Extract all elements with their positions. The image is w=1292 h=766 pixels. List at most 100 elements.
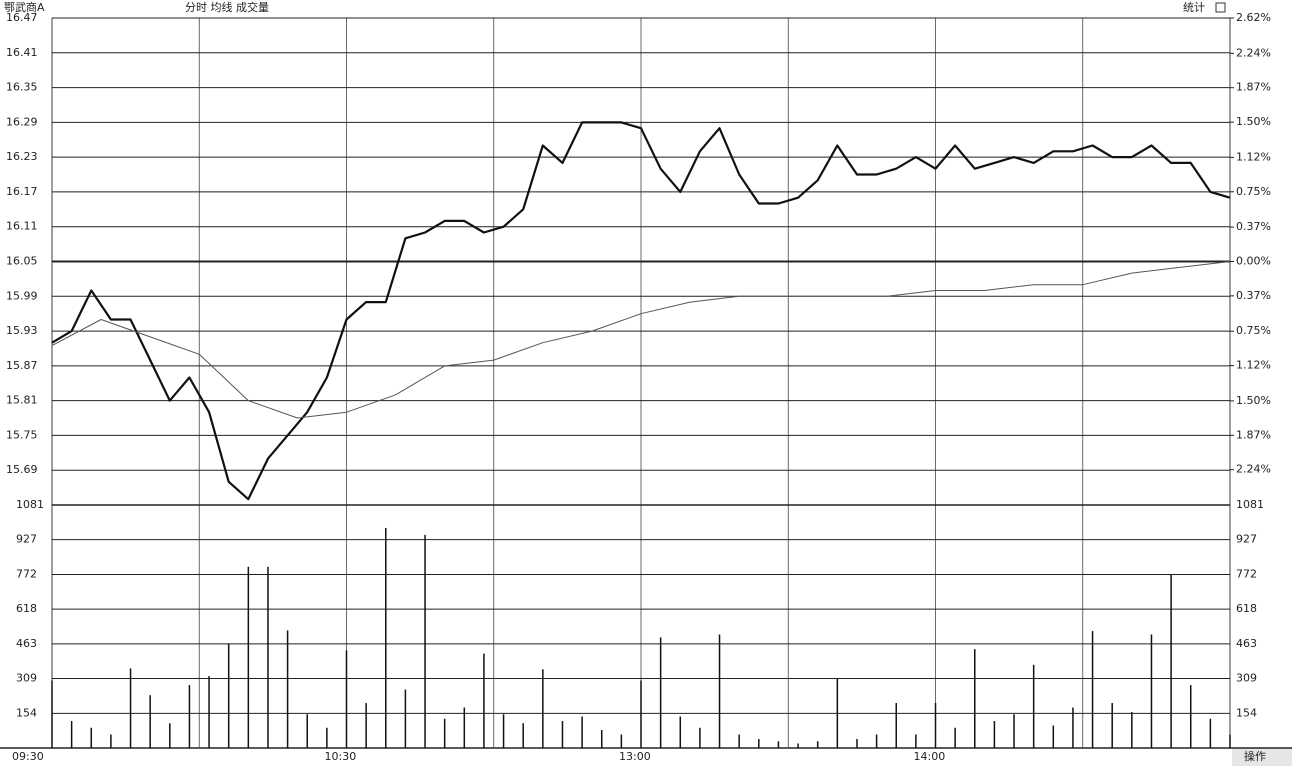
y2-tick-label: 1081 bbox=[1236, 498, 1264, 511]
y-tick-label: 463 bbox=[16, 637, 37, 650]
y2-tick-label: 0.37% bbox=[1236, 220, 1271, 233]
volume-bar bbox=[1052, 725, 1055, 748]
volume-bar bbox=[208, 676, 210, 748]
y2-tick-label: 0.37% bbox=[1236, 289, 1271, 302]
y-tick-label: 15.93 bbox=[6, 324, 38, 337]
volume-bar bbox=[699, 727, 701, 748]
volume-bar bbox=[306, 714, 308, 748]
y-tick-label: 154 bbox=[16, 706, 37, 719]
y-tick-label: 16.17 bbox=[6, 185, 38, 198]
y-tick-label: 15.69 bbox=[6, 463, 38, 476]
y-tick-label: 15.99 bbox=[6, 289, 38, 302]
volume-bar bbox=[110, 734, 112, 748]
volume-bar bbox=[816, 741, 819, 748]
volume-bar bbox=[1111, 703, 1113, 748]
y-tick-label: 618 bbox=[16, 602, 37, 615]
volume-bar bbox=[659, 637, 662, 748]
volume-bar bbox=[1032, 664, 1035, 748]
y-tick-label: 309 bbox=[16, 672, 37, 685]
volume-bar bbox=[129, 668, 132, 748]
volume-bar bbox=[326, 727, 328, 748]
volume-bar bbox=[463, 707, 466, 748]
x-tick-label: 13:00 bbox=[619, 750, 651, 763]
volume-bar bbox=[620, 734, 623, 748]
volume-bar bbox=[875, 734, 878, 748]
volume-bar bbox=[424, 534, 426, 748]
volume-bar bbox=[483, 653, 485, 748]
volume-bar bbox=[1013, 714, 1015, 748]
y2-tick-label: 1.12% bbox=[1236, 359, 1271, 372]
volume-bar bbox=[149, 695, 151, 748]
volume-bar bbox=[1091, 631, 1094, 748]
volume-bar bbox=[679, 716, 682, 748]
volume-bar bbox=[1131, 712, 1133, 748]
volume-bar bbox=[836, 678, 839, 748]
y2-tick-label: 1.50% bbox=[1236, 115, 1271, 128]
y-tick-label: 16.11 bbox=[6, 220, 38, 233]
volume-bar bbox=[247, 566, 250, 748]
volume-bar bbox=[267, 566, 269, 748]
y-tick-label: 927 bbox=[16, 533, 37, 546]
volume-bar bbox=[738, 734, 740, 748]
volume-bar bbox=[797, 743, 799, 748]
x-tick-label: 09:30 bbox=[12, 750, 44, 763]
stats-button[interactable]: 统计 bbox=[1183, 1, 1205, 14]
volume-bar bbox=[443, 718, 446, 748]
y-tick-label: 16.47 bbox=[6, 11, 38, 24]
y2-tick-label: 927 bbox=[1236, 533, 1257, 546]
y-tick-label: 15.87 bbox=[6, 359, 38, 372]
y2-tick-label: 309 bbox=[1236, 672, 1257, 685]
stats-icon[interactable] bbox=[1215, 2, 1226, 13]
y2-tick-label: 0.75% bbox=[1236, 324, 1271, 337]
y2-tick-label: 0.00% bbox=[1236, 255, 1271, 268]
volume-bar bbox=[561, 721, 564, 748]
y2-tick-label: 1.12% bbox=[1236, 150, 1271, 163]
volume-bar bbox=[51, 680, 53, 748]
x-tick-label: 10:30 bbox=[325, 750, 357, 763]
y2-tick-label: 154 bbox=[1236, 706, 1257, 719]
volume-bar bbox=[1229, 734, 1231, 748]
volume-bar bbox=[974, 649, 976, 748]
volume-bar bbox=[286, 630, 289, 748]
volume-bar bbox=[169, 723, 171, 748]
volume-bar bbox=[581, 716, 583, 748]
volume-bar bbox=[640, 680, 642, 748]
y2-tick-label: 1.87% bbox=[1236, 428, 1271, 441]
volume-bar bbox=[1150, 634, 1153, 748]
volume-bar bbox=[502, 714, 505, 748]
y-tick-label: 1081 bbox=[16, 498, 44, 511]
action-label[interactable]: 操作 bbox=[1244, 749, 1266, 763]
volume-bar bbox=[90, 727, 93, 748]
y2-tick-label: 618 bbox=[1236, 602, 1257, 615]
y2-tick-label: 2.24% bbox=[1236, 463, 1271, 476]
y-tick-label: 15.75 bbox=[6, 428, 38, 441]
volume-bar bbox=[718, 634, 721, 748]
volume-bar bbox=[954, 727, 956, 748]
y2-tick-label: 2.62% bbox=[1236, 11, 1271, 24]
volume-bar bbox=[542, 669, 544, 748]
action-button[interactable] bbox=[1232, 748, 1292, 766]
volume-bar bbox=[1189, 685, 1192, 748]
y-tick-label: 16.05 bbox=[6, 255, 38, 268]
price-line bbox=[51, 261, 1231, 419]
volume-bar bbox=[777, 741, 780, 748]
volume-bar bbox=[1072, 707, 1074, 748]
volume-bar bbox=[522, 723, 524, 748]
y2-tick-label: 0.75% bbox=[1236, 185, 1271, 198]
volume-bar bbox=[385, 527, 387, 748]
volume-bar bbox=[1209, 718, 1212, 748]
volume-bar bbox=[70, 721, 73, 748]
y2-tick-label: 1.50% bbox=[1236, 394, 1271, 407]
y2-tick-label: 772 bbox=[1236, 567, 1257, 580]
price-line bbox=[51, 121, 1231, 501]
volume-bar bbox=[365, 703, 367, 748]
volume-bar bbox=[404, 689, 407, 748]
view-tabs[interactable]: 分时 均线 成交量 bbox=[185, 0, 269, 14]
volume-bar bbox=[188, 685, 191, 748]
volume-bar bbox=[895, 703, 897, 748]
stock-name: 鄂武商A bbox=[4, 0, 45, 14]
volume-bar bbox=[758, 739, 760, 748]
volume-bar bbox=[915, 734, 917, 748]
